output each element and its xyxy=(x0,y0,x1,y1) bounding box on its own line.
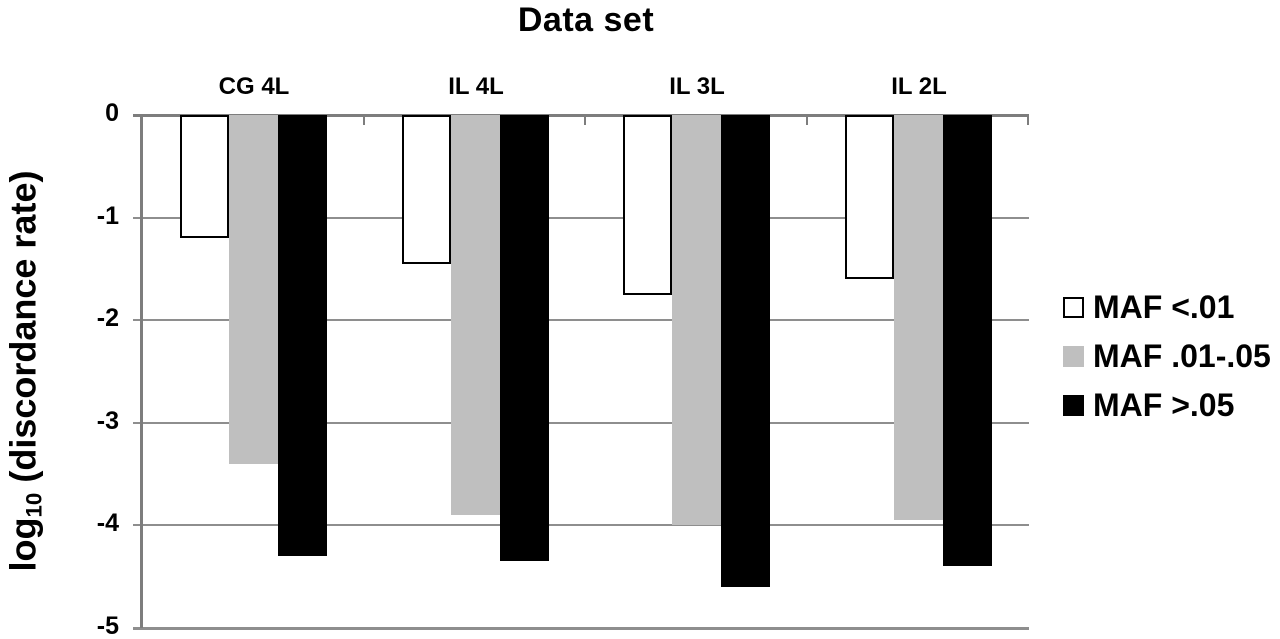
x-axis-tick xyxy=(1027,116,1029,125)
legend-swatch xyxy=(1063,297,1084,318)
legend-swatch xyxy=(1063,395,1084,416)
legend-entry: MAF <.01 xyxy=(1063,288,1271,327)
legend: MAF <.01 MAF .01-.05 MAF >.05 xyxy=(1063,288,1271,425)
y-axis-title-pre: log xyxy=(2,517,44,572)
bar-maf-01-05 xyxy=(451,115,500,515)
bar-maf-01-05 xyxy=(672,115,721,525)
bar-maf-05 xyxy=(943,115,992,566)
legend-swatch xyxy=(1063,346,1084,367)
y-tick-label: -1 xyxy=(96,202,119,230)
plot-area: 0 -1 -2 -3 -4 -5 CG 4L IL 4L IL 3L IL 2L xyxy=(97,73,1029,639)
y-tick-label: 0 xyxy=(105,99,119,127)
legend-label: MAF <.01 xyxy=(1093,289,1235,325)
bar-maf-05 xyxy=(278,115,327,556)
y-axis-title: log10 (discordance rate) xyxy=(3,171,48,572)
gridline-y--4 xyxy=(133,524,1029,526)
gridline-y--5 xyxy=(133,627,1029,630)
gridline-y--3 xyxy=(133,422,1029,424)
bar-maf-01 xyxy=(623,115,672,295)
gridline-y--2 xyxy=(133,319,1029,321)
category-label-il-3l: IL 3L xyxy=(669,73,725,100)
x-axis-tick xyxy=(806,116,808,125)
bar-maf-05 xyxy=(500,115,549,561)
category-label-il-4l: IL 4L xyxy=(448,73,504,100)
x-axis-tick xyxy=(584,116,586,125)
gridline-y--1 xyxy=(133,217,1029,219)
bar-maf-01 xyxy=(180,115,229,238)
y-axis-title-post: (discordance rate) xyxy=(2,170,44,493)
gridline-y-0 xyxy=(133,114,1029,117)
category-label-il-2l: IL 2L xyxy=(891,73,947,100)
bar-maf-01-05 xyxy=(229,115,278,464)
bar-maf-05 xyxy=(721,115,770,587)
bar-maf-01 xyxy=(402,115,451,264)
legend-entry: MAF >.05 xyxy=(1063,386,1271,425)
x-axis-tick xyxy=(363,116,365,125)
legend-label: MAF >.05 xyxy=(1093,387,1235,423)
y-axis-spine xyxy=(140,115,143,628)
y-tick-label: -5 xyxy=(96,612,119,639)
y-tick-label: -2 xyxy=(96,304,119,332)
bar-maf-01 xyxy=(845,115,894,279)
y-tick-label: -3 xyxy=(96,407,119,435)
legend-entry: MAF .01-.05 xyxy=(1063,337,1271,376)
chart-title: Data set xyxy=(517,1,655,39)
category-label-cg-4l: CG 4L xyxy=(218,73,290,100)
y-tick-label: -4 xyxy=(96,509,119,537)
y-axis-title-subscript: 10 xyxy=(21,492,47,518)
bar-maf-01-05 xyxy=(894,115,943,520)
legend-label: MAF .01-.05 xyxy=(1093,338,1271,374)
